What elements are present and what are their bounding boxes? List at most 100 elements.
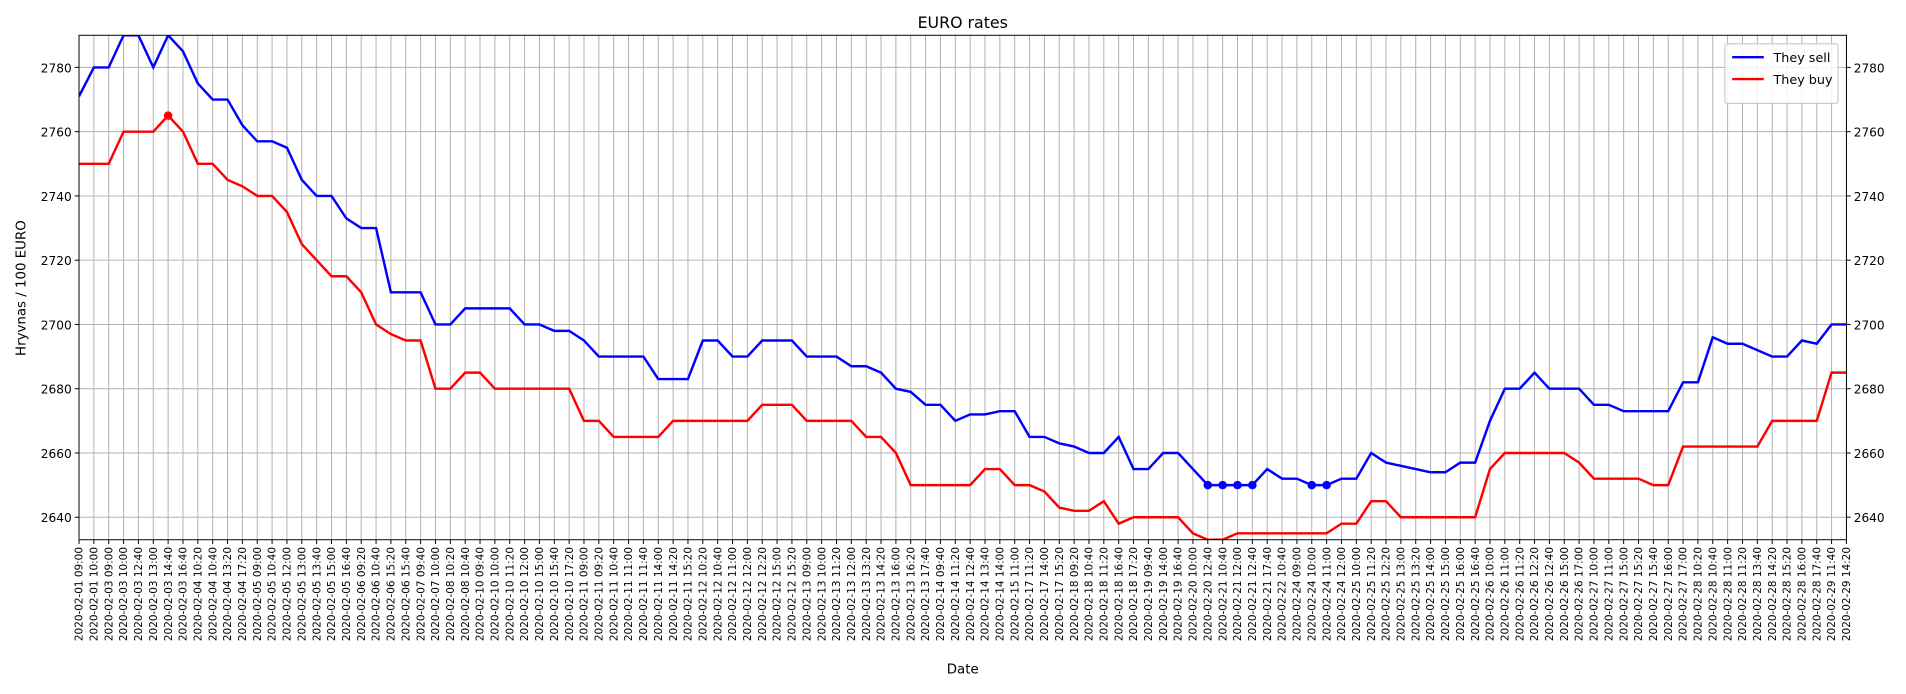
- x-tick-label: 2020-02-06 10:40: [371, 547, 383, 641]
- x-tick-label: 2020-02-13 09:00: [801, 547, 813, 641]
- x-tick-label: 2020-02-10 17:20: [564, 547, 576, 641]
- x-tick-label: 2020-02-04 17:20: [237, 547, 249, 641]
- x-tick-label: 2020-02-14 09:40: [935, 547, 947, 641]
- y-tick-label: 2700: [41, 318, 72, 332]
- x-tick-label: 2020-02-01 09:00: [74, 547, 86, 641]
- x-tick-label: 2020-02-18 10:40: [1084, 547, 1096, 641]
- y-tick-label: 2760: [41, 126, 72, 140]
- x-tick-label: 2020-02-14 13:40: [980, 547, 992, 641]
- x-tick-label: 2020-02-05 10:40: [267, 547, 279, 641]
- x-tick-label: 2020-02-27 17:00: [1678, 547, 1690, 641]
- x-tick-label: 2020-02-12 15:00: [772, 547, 784, 641]
- x-tick-label: 2020-02-28 16:00: [1797, 547, 1809, 641]
- x-tick-label: 2020-02-10 10:00: [490, 547, 502, 641]
- x-tick-label: 2020-02-07 09:40: [415, 547, 427, 641]
- x-tick-label: 2020-02-12 12:20: [757, 547, 769, 641]
- x-tick-label: 2020-02-29 14:20: [1841, 547, 1853, 641]
- x-tick-label: 2020-02-27 16:00: [1663, 547, 1675, 641]
- x-tick-label: 2020-02-04 13:20: [222, 547, 234, 641]
- x-tick-label: 2020-02-21 12:00: [1232, 547, 1244, 641]
- x-tick-label: 2020-02-27 15:20: [1633, 547, 1645, 641]
- x-tick-label: 2020-02-26 11:20: [1514, 547, 1526, 641]
- x-tick-label: 2020-02-18 09:20: [1069, 547, 1081, 641]
- x-tick-label: 2020-02-06 09:20: [356, 547, 368, 641]
- x-tick-label: 2020-02-21 10:40: [1217, 547, 1229, 641]
- x-tick-label: 2020-02-26 15:00: [1559, 547, 1571, 641]
- x-tick-label: 2020-02-10 09:40: [475, 547, 487, 641]
- x-tick-label: 2020-02-11 09:20: [593, 547, 605, 641]
- x-tick-label: 2020-02-22 10:40: [1277, 547, 1289, 641]
- y-tick-label: 2760: [1854, 126, 1885, 140]
- x-tick-label: 2020-02-11 09:00: [579, 547, 591, 641]
- x-tick-label: 2020-02-18 11:20: [1098, 547, 1110, 641]
- x-tick-label: 2020-02-27 11:00: [1603, 547, 1615, 641]
- x-tick-label: 2020-02-11 11:40: [638, 547, 650, 641]
- x-tick-label: 2020-02-04 10:20: [192, 547, 204, 641]
- x-tick-label: 2020-02-13 12:00: [846, 547, 858, 641]
- x-tick-label: 2020-02-04 10:40: [207, 547, 219, 641]
- x-tick-label: 2020-02-24 11:00: [1321, 547, 1333, 641]
- x-tick-label: 2020-02-13 10:00: [816, 547, 828, 641]
- x-tick-label: 2020-02-12 10:20: [697, 547, 709, 641]
- x-tick-label: 2020-02-17 11:20: [1024, 547, 1036, 641]
- legend-label: They buy: [1773, 73, 1833, 88]
- x-tick-label: 2020-02-05 15:00: [326, 547, 338, 641]
- x-tick-label: 2020-02-17 14:00: [1039, 547, 1051, 641]
- x-tick-label: 2020-02-26 12:40: [1544, 547, 1556, 641]
- highlight-marker: [1248, 480, 1257, 490]
- x-tick-label: 2020-02-28 13:40: [1752, 547, 1764, 641]
- x-tick-label: 2020-02-20 12:40: [1202, 547, 1214, 641]
- x-tick-label: 2020-02-28 15:20: [1782, 547, 1794, 641]
- x-tick-label: 2020-02-12 10:40: [712, 547, 724, 641]
- x-tick-label: 2020-02-25 12:20: [1381, 547, 1393, 641]
- x-tick-label: 2020-02-24 12:00: [1336, 547, 1348, 641]
- x-tick-label: 2020-02-24 09:00: [1292, 547, 1304, 641]
- x-tick-label: 2020-02-13 16:00: [891, 547, 903, 641]
- x-tick-label: 2020-02-03 10:00: [118, 547, 130, 641]
- y-tick-label: 2720: [41, 254, 72, 268]
- x-tick-label: 2020-02-18 16:40: [1113, 547, 1125, 641]
- legend-label: They sell: [1773, 51, 1831, 66]
- x-tick-label: 2020-02-28 11:20: [1737, 547, 1749, 641]
- x-tick-label: 2020-02-27 15:00: [1618, 547, 1630, 641]
- x-tick-label: 2020-02-05 09:00: [252, 547, 264, 641]
- x-tick-label: 2020-02-25 15:00: [1440, 547, 1452, 641]
- y-tick-label: 2680: [41, 383, 72, 397]
- x-tick-label: 2020-02-28 11:00: [1722, 547, 1734, 641]
- x-tick-label: 2020-02-15 11:00: [1009, 547, 1021, 641]
- y-tick-label: 2740: [1854, 190, 1885, 204]
- x-tick-label: 2020-02-11 11:00: [623, 547, 635, 641]
- highlight-marker: [1233, 480, 1242, 490]
- x-tick-label: 2020-02-05 13:40: [311, 547, 323, 641]
- x-tick-label: 2020-02-20 10:00: [1188, 547, 1200, 641]
- x-tick-label: 2020-02-11 10:40: [608, 547, 620, 641]
- x-tick-label: 2020-02-21 12:40: [1247, 547, 1259, 641]
- legend-box: [1724, 43, 1839, 104]
- x-tick-label: 2020-02-13 17:40: [920, 547, 932, 641]
- x-tick-label: 2020-02-18 17:20: [1128, 547, 1140, 641]
- x-tick-label: 2020-02-01 10:00: [89, 547, 101, 641]
- x-tick-label: 2020-02-14 12:40: [965, 547, 977, 641]
- x-tick-label: 2020-02-27 15:40: [1648, 547, 1660, 641]
- x-tick-label: 2020-02-28 10:40: [1707, 547, 1719, 641]
- x-tick-label: 2020-02-25 14:00: [1425, 547, 1437, 641]
- x-tick-label: 2020-02-13 13:20: [861, 547, 873, 641]
- highlight-marker: [1307, 480, 1317, 490]
- x-tick-label: 2020-02-06 15:40: [400, 547, 412, 641]
- x-tick-label: 2020-02-21 17:40: [1262, 547, 1274, 641]
- x-tick-label: 2020-02-29 11:40: [1826, 547, 1838, 641]
- x-tick-label: 2020-02-05 12:00: [282, 547, 294, 641]
- x-tick-label: 2020-02-13 16:20: [905, 547, 917, 641]
- plot-frame: [78, 34, 1847, 541]
- x-tick-label: 2020-02-10 11:20: [504, 547, 516, 641]
- line-series: [79, 35, 1847, 487]
- chart-title: EURO rates: [918, 13, 1008, 32]
- x-tick-label: 2020-02-28 10:20: [1693, 547, 1705, 641]
- x-tick-label: 2020-02-11 14:20: [668, 547, 680, 641]
- x-tick-label: 2020-02-03 13:00: [148, 547, 160, 641]
- x-tick-label: 2020-02-03 14:40: [163, 547, 175, 641]
- x-tick-label: 2020-02-17 15:20: [1054, 547, 1066, 641]
- x-tick-label: 2020-02-26 10:00: [1485, 547, 1497, 641]
- x-tick-label: 2020-02-03 16:40: [178, 547, 190, 641]
